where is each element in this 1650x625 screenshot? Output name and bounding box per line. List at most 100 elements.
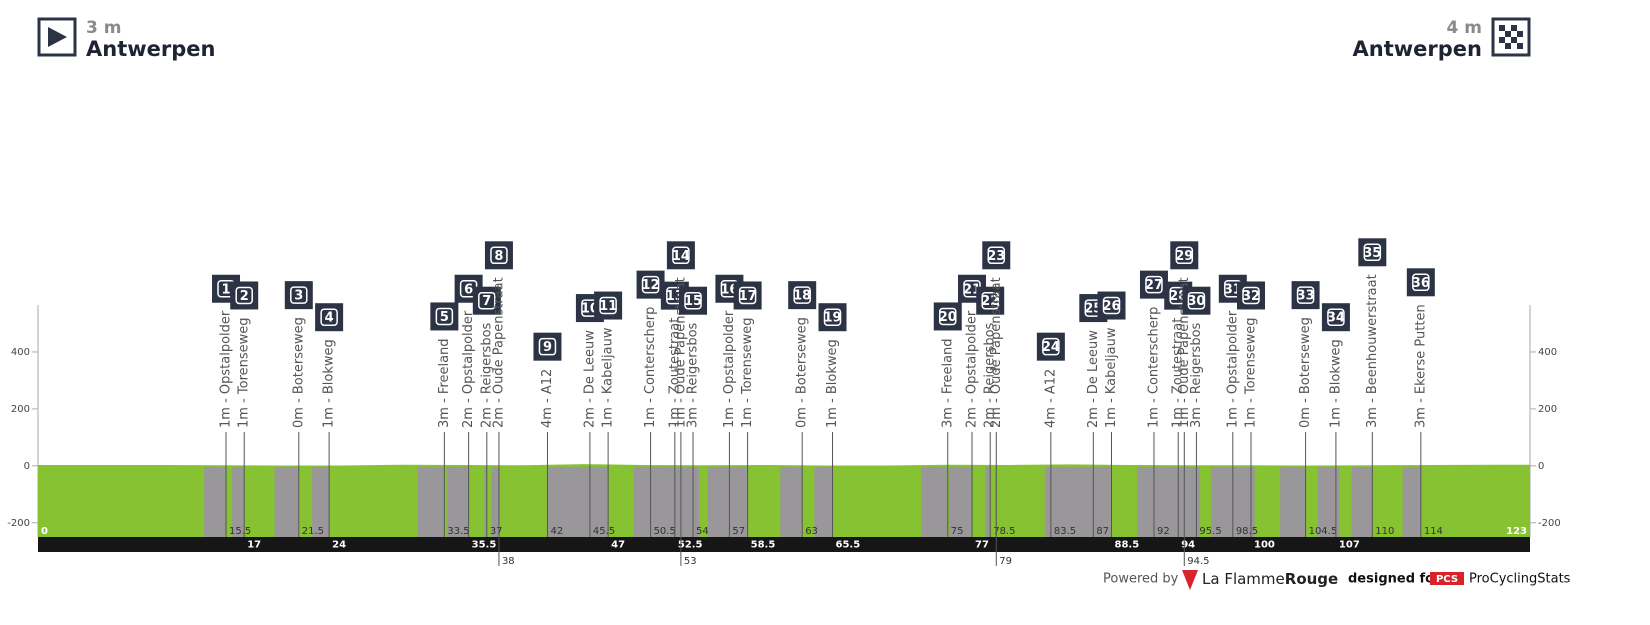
y-tick-label: 200	[1538, 404, 1557, 415]
badge-box	[484, 241, 513, 270]
climb-label: 2m - Oude Papenstraat	[491, 277, 506, 428]
badge-number: 22	[981, 294, 999, 309]
climb-badge: 18	[788, 281, 817, 310]
climb-badge: 19	[818, 303, 847, 332]
climb-label: 0m - Boterseweg	[1298, 317, 1313, 428]
badge-box	[533, 332, 562, 361]
climb-label: 0m - Boterseweg	[291, 317, 306, 428]
badge-number: 11	[599, 299, 617, 314]
badge-outline	[599, 296, 617, 315]
badge-outline	[1145, 275, 1163, 294]
climb-km: 47	[611, 540, 625, 551]
climb-badge: 34	[1321, 303, 1350, 332]
climb-label: 2m - Oude Papenstraat	[989, 277, 1004, 428]
climb-label: 1m - Conterscherp	[643, 307, 658, 428]
sector	[312, 466, 330, 537]
climb-label: 1m - Torenseweg	[740, 317, 755, 428]
badge-number: 23	[987, 249, 1005, 264]
badge-outline	[939, 307, 957, 326]
climb-badge: 8	[484, 241, 513, 270]
badge-number: 17	[739, 289, 757, 304]
pcs: PCS	[1436, 574, 1458, 585]
climb-label: 3m - Freeland	[437, 338, 452, 428]
badge-box	[1036, 332, 1065, 361]
badge-outline	[290, 286, 308, 304]
badge-number: 36	[1412, 276, 1430, 291]
climb-label: 1m - Opstalpolder	[722, 310, 737, 428]
badge-box	[472, 286, 501, 315]
climb-badge: 7	[472, 286, 501, 315]
badge-box	[1358, 238, 1387, 267]
climb-km: 92	[1157, 526, 1170, 537]
badge-number: 1	[221, 282, 230, 297]
badge-box	[1170, 241, 1199, 270]
badge-outline	[490, 246, 508, 265]
badge-outline	[1187, 291, 1206, 310]
badge-number: 6	[464, 282, 473, 297]
badge-box	[666, 241, 695, 270]
sector	[1351, 466, 1373, 537]
climb-label: 2m - Reigersbos	[983, 322, 998, 428]
sector	[547, 466, 609, 537]
badge-outline	[320, 308, 338, 326]
climb-km: 33.5	[447, 526, 469, 537]
climb-badge: 35	[1358, 238, 1387, 267]
sector	[985, 466, 991, 537]
climb-label: 4m - A12	[540, 369, 555, 428]
climb-badge: 12	[636, 270, 665, 299]
climb-km: 21.5	[302, 526, 324, 537]
badge-outline	[641, 275, 660, 294]
climb-km: 52.5	[678, 540, 703, 551]
climb-km: 35.5	[472, 540, 497, 551]
site-name: ProCyclingStats	[1469, 572, 1571, 587]
badge-outline	[435, 307, 454, 326]
badge-box	[1139, 270, 1168, 299]
climb-km: 63	[805, 526, 818, 537]
sector	[948, 466, 973, 537]
climb-badge: 29	[1170, 241, 1199, 270]
badge-outline	[1175, 246, 1194, 265]
climb-label: 3m - Ekerse Putten	[1413, 304, 1428, 428]
climb-label: 2m - Opstalpolder	[965, 310, 980, 428]
badge-box	[284, 281, 313, 310]
sector	[1402, 466, 1421, 537]
badge-box	[1406, 268, 1435, 297]
badge-number: 35	[1363, 246, 1381, 261]
badge-outline	[1242, 286, 1260, 305]
sector	[204, 466, 227, 537]
climb-km: 114	[1424, 526, 1443, 537]
badge-box	[788, 281, 817, 310]
climb-km: 87	[1096, 526, 1109, 537]
climb-label: 2m - Reigersbos	[479, 322, 494, 428]
badge-outline	[478, 291, 496, 310]
badge-number: 15	[684, 294, 702, 309]
flame-icon	[1182, 570, 1198, 590]
climb-label: 1m - Blokweg	[322, 339, 337, 428]
badge-outline	[738, 286, 757, 305]
climb-label: 2m - De Leeuw	[1086, 330, 1101, 428]
sector	[1136, 466, 1201, 537]
climb-label: 1m - Kabeljauw	[1104, 327, 1119, 428]
climb-km: 94	[1181, 540, 1195, 551]
climb-km: 79	[999, 556, 1012, 567]
badge-number: 2	[240, 289, 249, 304]
climb-km: 38	[502, 556, 515, 567]
climb-km: 54	[696, 526, 709, 537]
start-elevation: 3 m	[86, 18, 121, 38]
climb-km: 53	[684, 556, 697, 567]
badge-box	[636, 270, 665, 299]
climb-km: 110	[1375, 526, 1394, 537]
badge-outline	[1412, 273, 1430, 292]
badge-outline	[823, 308, 842, 326]
badge-box	[230, 281, 259, 310]
climb-label: 1m - Torenseweg	[1244, 317, 1259, 428]
sector	[274, 466, 299, 537]
badge-outline	[1363, 243, 1382, 262]
climb-label: 1m - Opstalpolder	[1225, 310, 1240, 428]
y-tick-label: 400	[1538, 347, 1557, 358]
climb-label: 1m - Opstalpolder	[219, 310, 234, 428]
climb-label: 1m - Oude Papenstraat	[673, 277, 688, 428]
footer: Powered by La FlammeRouge designed for P…	[1103, 570, 1571, 590]
finish-icon	[1491, 17, 1531, 57]
